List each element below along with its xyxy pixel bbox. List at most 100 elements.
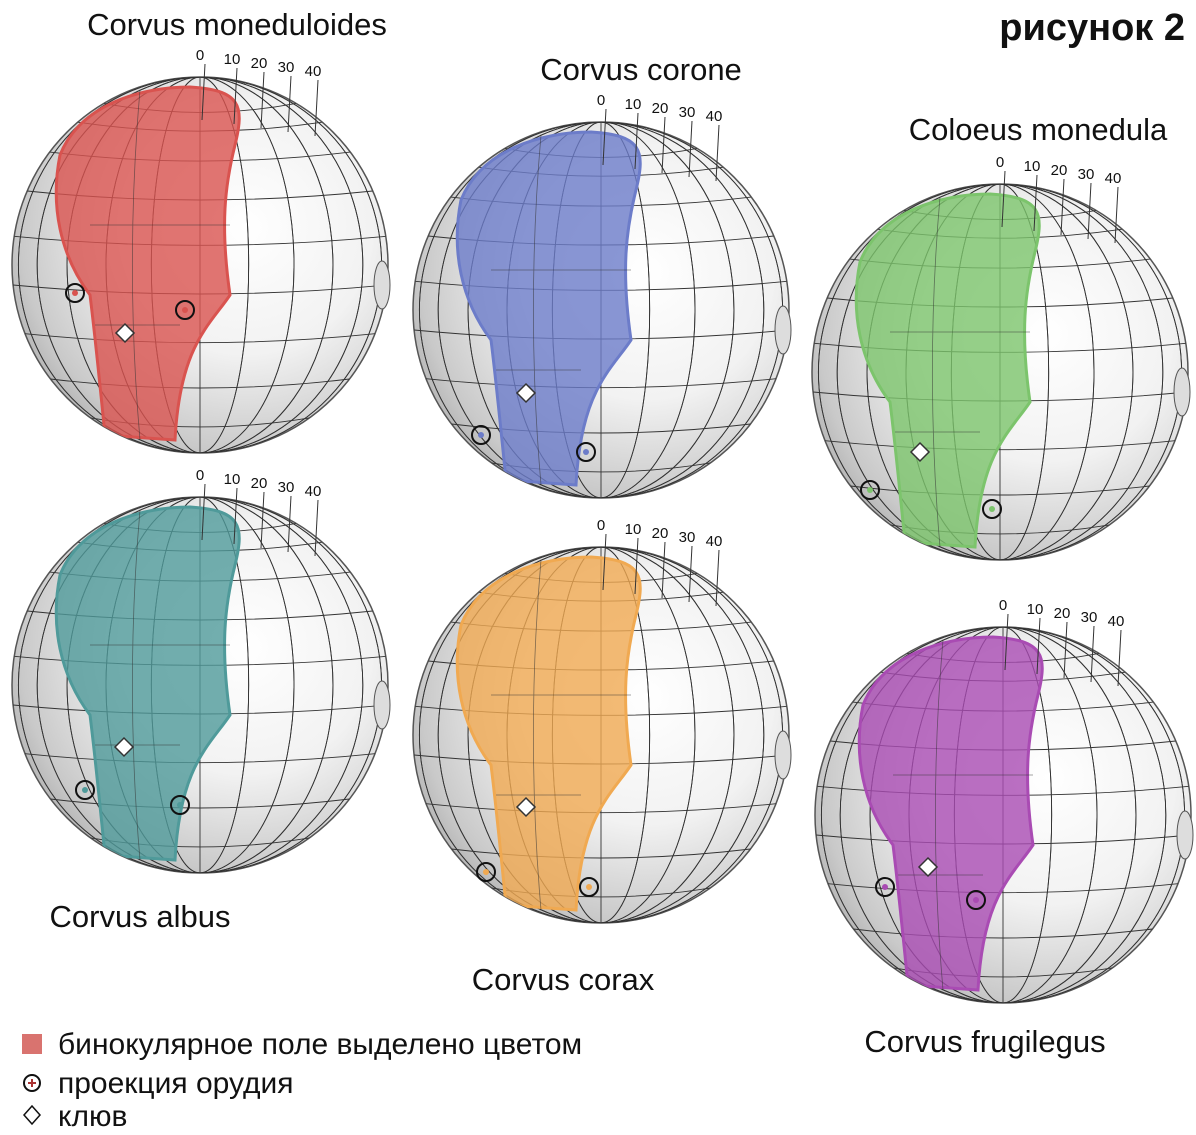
scale-line [602, 533, 607, 591]
sphere-panel: 0 10 20 30 40 [412, 517, 792, 924]
binocular-field-grid [90, 509, 230, 861]
scale-label: 0 [996, 154, 1004, 171]
tool-projection [982, 499, 1002, 519]
binocular-field-grid [491, 134, 631, 486]
scale-line [688, 545, 693, 603]
species-name: Corvus albus [50, 899, 231, 934]
binocular-field-group [854, 192, 1041, 549]
tool-projection-dot [177, 802, 183, 808]
scale-line [260, 491, 265, 549]
beak [114, 322, 136, 344]
meridian [866, 184, 1134, 560]
tool-projection-dot [72, 290, 78, 296]
scale-label: 0 [999, 597, 1007, 614]
meridian [467, 547, 735, 923]
binocular-field-grid [890, 196, 1030, 548]
tool-projection [579, 877, 599, 897]
parallel [853, 928, 1153, 939]
meridian [66, 77, 334, 453]
scale-line [1114, 186, 1119, 244]
parallel [24, 333, 376, 344]
figure-title: рисунок 2 [999, 7, 1185, 49]
sphere-panel: 0 10 20 30 40 [811, 154, 1191, 561]
parallel [451, 423, 751, 434]
parallel [824, 440, 1176, 451]
species-name: Corvus moneduloides [87, 7, 387, 42]
tool-projection-dot [583, 449, 589, 455]
scale-line [314, 499, 319, 557]
scale-line [715, 124, 720, 182]
scale-line [260, 71, 265, 129]
tool-projection [471, 425, 491, 445]
eye-pole [1173, 367, 1191, 417]
scale-line [1087, 182, 1092, 240]
scale-label: 0 [597, 92, 605, 109]
tool-projection-dot [483, 869, 489, 875]
parallel [425, 378, 777, 389]
parallel [24, 753, 376, 764]
scale-line [314, 79, 319, 137]
scale-line [634, 112, 639, 170]
eye-pole [774, 305, 792, 355]
scale-line [201, 63, 206, 121]
beak [515, 382, 537, 404]
scale-label: 10 [1027, 601, 1044, 618]
binocular-field-grid [90, 89, 230, 441]
parallel [451, 848, 751, 859]
tool-projection [75, 780, 95, 800]
binocular-field-grid [491, 559, 631, 911]
tool-projection-dot [882, 884, 888, 890]
species-name: Corvus corone [540, 52, 742, 87]
tool-projection [170, 795, 190, 815]
tool-projection-dot [82, 787, 88, 793]
scale-line [1063, 621, 1068, 679]
beak [917, 856, 939, 878]
scale-label: 40 [706, 533, 723, 550]
eye-pole [774, 730, 792, 780]
scale-label: 30 [679, 104, 696, 121]
scale-label: 40 [305, 63, 322, 80]
scale-label: 10 [1024, 158, 1041, 175]
scale-label: 30 [1081, 609, 1098, 626]
tool-projection [966, 890, 986, 910]
scale-line [688, 120, 693, 178]
meridian [836, 184, 1164, 560]
species-name: Corvus corax [472, 962, 655, 997]
beak [113, 736, 135, 758]
scale-label: 40 [305, 483, 322, 500]
scale-label: 10 [625, 521, 642, 538]
binocular-field-grid [893, 639, 1033, 991]
parallel [50, 378, 350, 389]
scale-label: 20 [652, 525, 669, 542]
meridian [66, 497, 334, 873]
meridian [437, 122, 765, 498]
sphere-panel: 0 10 20 30 40 [11, 467, 391, 874]
eye-pole [373, 260, 391, 310]
beak [909, 441, 931, 463]
species-name: Coloeus monedula [909, 112, 1168, 147]
scale-label: 10 [224, 471, 241, 488]
parallel [50, 798, 350, 809]
tool-projection-dot [989, 506, 995, 512]
scale-line [1001, 170, 1006, 228]
scale-label: 30 [278, 59, 295, 76]
tool-projection-dot [586, 884, 592, 890]
scale-label: 20 [1054, 605, 1071, 622]
scale-label: 40 [1108, 613, 1125, 630]
sphere-panel: 0 10 20 30 40 [11, 47, 391, 454]
tool-projection [860, 480, 880, 500]
scale-line [1004, 613, 1009, 671]
legend-label: проекция орудия [58, 1067, 294, 1100]
scale-label: 30 [679, 529, 696, 546]
tool-projection [175, 300, 195, 320]
scale-line [715, 549, 720, 607]
scale-line [1033, 174, 1038, 232]
meridian [869, 627, 1137, 1003]
eye-pole [373, 680, 391, 730]
legend-label: клюв [58, 1100, 127, 1130]
scale-line [287, 75, 292, 133]
meridian [36, 497, 364, 873]
meridian [36, 77, 364, 453]
